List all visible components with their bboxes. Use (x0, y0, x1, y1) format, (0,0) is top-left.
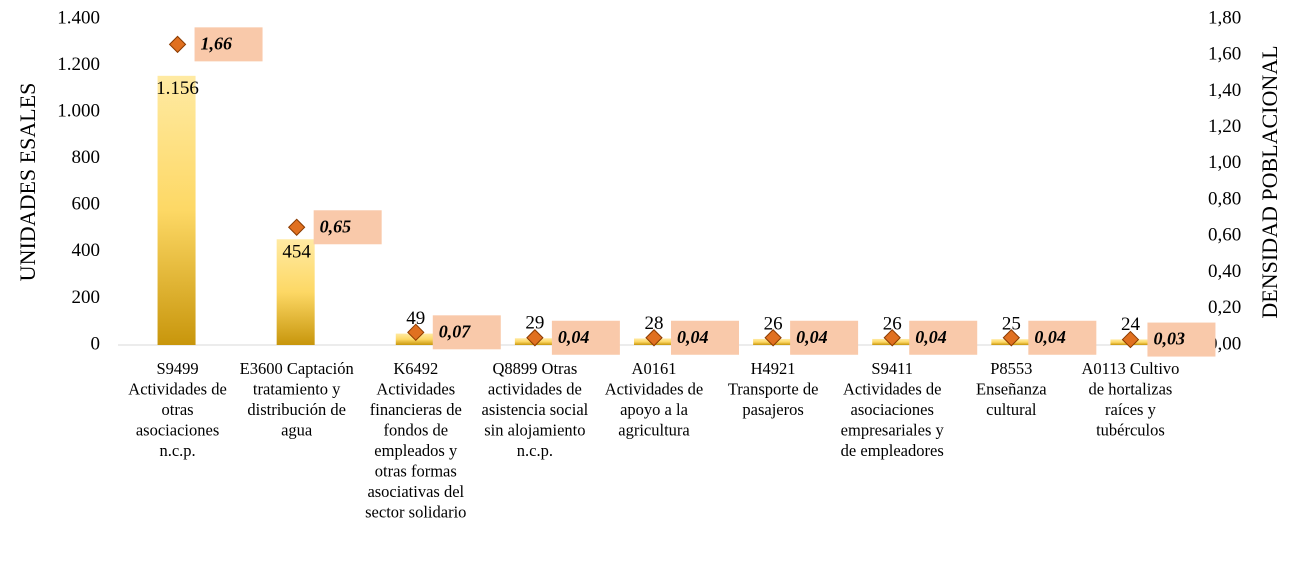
marker-label-box (313, 210, 382, 245)
marker-label-box (1028, 320, 1097, 355)
marker (526, 329, 544, 347)
marker-value-label: 0,03 (1153, 329, 1185, 349)
marker-label-box (790, 320, 859, 355)
y-axis-label: UNIDADES ESALES (15, 83, 40, 282)
marker-label-box (432, 315, 501, 350)
y-tick-label: 1.400 (57, 7, 100, 28)
bar-value-label: 25 (1002, 314, 1021, 335)
bar (276, 239, 315, 345)
marker-value-label: 0,65 (320, 216, 352, 236)
y-tick-label: 1.200 (57, 54, 100, 75)
y2-tick-label: 0,60 (1208, 225, 1241, 246)
marker-value-label: 0,07 (439, 321, 472, 341)
marker-label-box (909, 320, 978, 355)
bar-value-label: 26 (883, 313, 902, 334)
x-tick-label: Q8899 Otras actividades de asistencia soci… (482, 359, 589, 460)
x-tick-label: H4921 Transporte de pasajeros (728, 359, 819, 419)
y2-tick-label: 1,20 (1208, 116, 1241, 137)
y2-tick-label: 1,40 (1208, 80, 1241, 101)
marker-value-label: 0,04 (558, 327, 590, 347)
marker-label-box (671, 320, 739, 355)
marker (645, 329, 663, 347)
y-tick-label: 600 (72, 194, 101, 215)
y2-tick-label: 0,00 (1208, 333, 1241, 354)
bar-value-label: 28 (645, 313, 664, 334)
y2-axis-label: DENSIDAD POBLACIONAL (1257, 45, 1282, 318)
marker (287, 218, 306, 236)
y2-tick-label: 1,00 (1208, 152, 1241, 173)
x-tick-label: E3600 Captación tratamiento y distribución… (240, 359, 354, 440)
marker (1121, 330, 1140, 349)
y2-tick-label: 0,20 (1208, 297, 1241, 318)
marker-value-label: 0,04 (915, 327, 947, 347)
y2-tick-label: 0,80 (1208, 188, 1241, 209)
marker-label-box (551, 320, 620, 355)
bar-value-label: 1.156 (156, 78, 199, 99)
marker-label-box (194, 27, 263, 62)
marker-value-label: 1,66 (201, 33, 233, 53)
bar (157, 75, 196, 346)
x-tick-label: P8553 Enseñanza cultural (976, 359, 1047, 419)
y-tick-label: 400 (72, 240, 101, 261)
y2-tick-label: 1,80 (1208, 7, 1241, 28)
marker (407, 323, 425, 342)
x-tick-label: A0161 Actividades de apoyo a la agricultura (605, 359, 704, 440)
marker-value-label: 0,04 (796, 327, 828, 347)
x-tick-label: K6492 Actividades financieras de fondos de e… (365, 359, 466, 522)
bar-value-label: 49 (406, 308, 425, 329)
y2-tick-label: 0,40 (1208, 261, 1241, 282)
marker (764, 329, 782, 347)
marker (883, 329, 901, 347)
bar-value-label: 24 (1121, 314, 1141, 335)
marker-label-box (1147, 322, 1216, 357)
x-tick-label: S9499 Actividades de otras asociaciones n.c.… (128, 359, 227, 460)
y-tick-label: 1.000 (57, 101, 100, 122)
x-tick-label: S9411 Actividades de asociaciones empresari… (841, 359, 945, 460)
y-tick-label: 0 (91, 333, 101, 354)
bar-value-label: 454 (282, 242, 311, 263)
y-tick-label: 200 (72, 287, 101, 308)
marker (1002, 329, 1021, 347)
x-tick-label: A0113 Cultivo de hortalizas raíces y tubérc… (1081, 359, 1179, 440)
bar-value-label: 29 (525, 313, 544, 334)
marker-value-label: 0,04 (677, 327, 709, 347)
marker-value-label: 0,04 (1034, 327, 1066, 347)
marker (168, 35, 187, 54)
bar-value-label: 26 (764, 313, 783, 334)
y2-tick-label: 1,60 (1208, 44, 1241, 65)
y-tick-label: 800 (72, 147, 101, 168)
